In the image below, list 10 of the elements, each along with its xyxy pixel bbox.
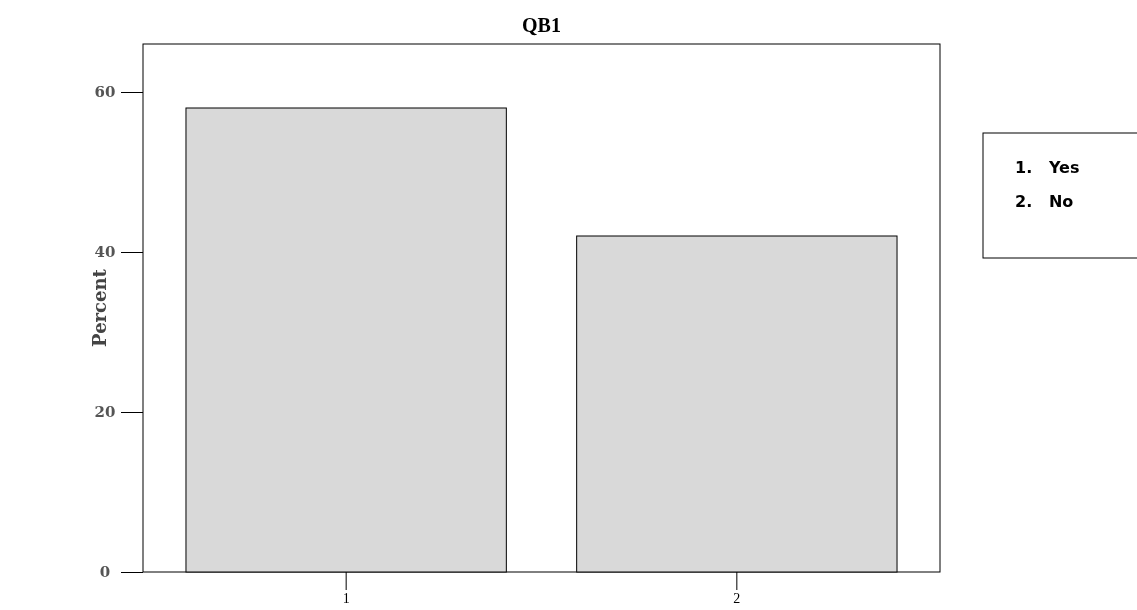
chart-title: QB1 bbox=[522, 14, 561, 36]
x-tick-label: 1 bbox=[342, 590, 350, 606]
y-tick-label: 40 bbox=[94, 243, 116, 262]
text: 2. No bbox=[1015, 192, 1074, 211]
x-tick-label: 2 bbox=[733, 590, 741, 606]
y-tick-label: 0 bbox=[99, 563, 111, 582]
y-tick-label: 60 bbox=[94, 83, 116, 102]
y-tick-label: 20 bbox=[94, 403, 116, 422]
y-axis-title: Percent bbox=[89, 268, 110, 347]
text: 1. Yes bbox=[1015, 158, 1080, 177]
